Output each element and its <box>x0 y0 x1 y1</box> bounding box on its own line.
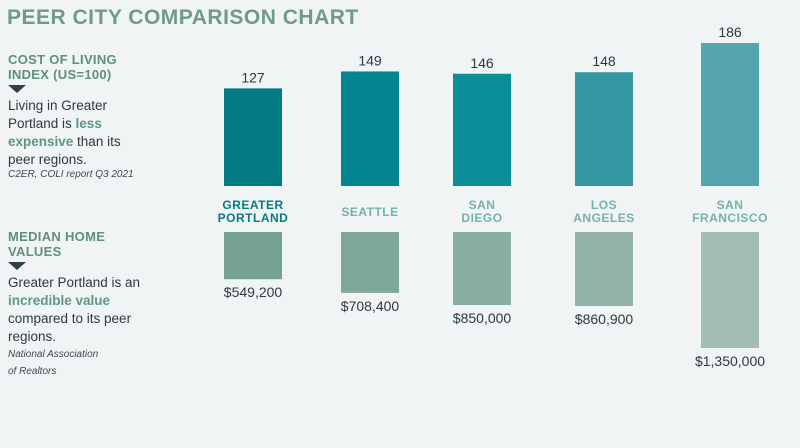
cost-of-living-value-label: 127 <box>241 69 265 85</box>
home-value-bar <box>341 232 399 293</box>
home-value-bar <box>575 232 633 306</box>
cost-of-living-heading: COST OF LIVING INDEX (US=100) <box>8 52 117 82</box>
cost-of-living-bar <box>224 88 282 186</box>
home-values-highlight: incredible value <box>8 293 111 308</box>
home-values-text-2: compared to its peer regions. <box>8 311 132 344</box>
cost-of-living-value-label: 186 <box>718 24 742 40</box>
home-values-text-1: Greater Portland is an <box>8 275 141 290</box>
cost-of-living-bar <box>453 73 511 186</box>
cost-of-living-bar <box>575 72 633 186</box>
city-category-label: SAN DIEGO <box>461 198 502 225</box>
cost-of-living-value-label: 149 <box>358 52 382 68</box>
city-category-label: SEATTLE <box>341 205 398 219</box>
home-values-heading: MEDIAN HOME VALUES <box>8 229 106 259</box>
cost-of-living-text-1: Living in Greater Portland is <box>8 98 108 131</box>
home-value-label: $549,200 <box>224 284 283 300</box>
cost-of-living-highlight: less expensive <box>8 116 102 149</box>
home-value-label: $850,000 <box>453 310 512 326</box>
down-triangle-icon <box>8 85 26 93</box>
chart-title: PEER CITY COMPARISON CHART <box>7 6 359 29</box>
cost-of-living-source: C2ER, COLI report Q3 2021 <box>8 169 134 180</box>
city-category-label: SAN FRANCISCO <box>692 198 768 225</box>
home-values-source-line-1: National Association <box>8 349 99 360</box>
home-value-bar <box>224 232 282 280</box>
home-values-source: National Association of Realtors <box>8 346 98 380</box>
home-values-description: Greater Portland is an incredible value … <box>8 274 173 346</box>
cost-of-living-description: Living in Greater Portland is less expen… <box>8 97 148 169</box>
home-value-label: $708,400 <box>341 298 400 314</box>
cost-of-living-value-label: 148 <box>592 53 616 69</box>
home-value-bar <box>701 232 759 349</box>
home-value-label: $860,900 <box>575 311 634 327</box>
home-value-bar <box>453 232 511 306</box>
down-triangle-icon <box>8 262 26 270</box>
cost-of-living-bar <box>341 71 399 186</box>
cost-of-living-value-label: 146 <box>470 55 494 71</box>
home-values-source-line-2: of Realtors <box>8 366 57 377</box>
city-category-label: GREATER PORTLAND <box>218 198 289 225</box>
home-value-label: $1,350,000 <box>695 353 765 369</box>
cost-of-living-bar <box>701 43 759 186</box>
cost-of-living-text-2: than its peer regions. <box>8 134 121 167</box>
city-category-label: LOS ANGELES <box>573 198 635 225</box>
